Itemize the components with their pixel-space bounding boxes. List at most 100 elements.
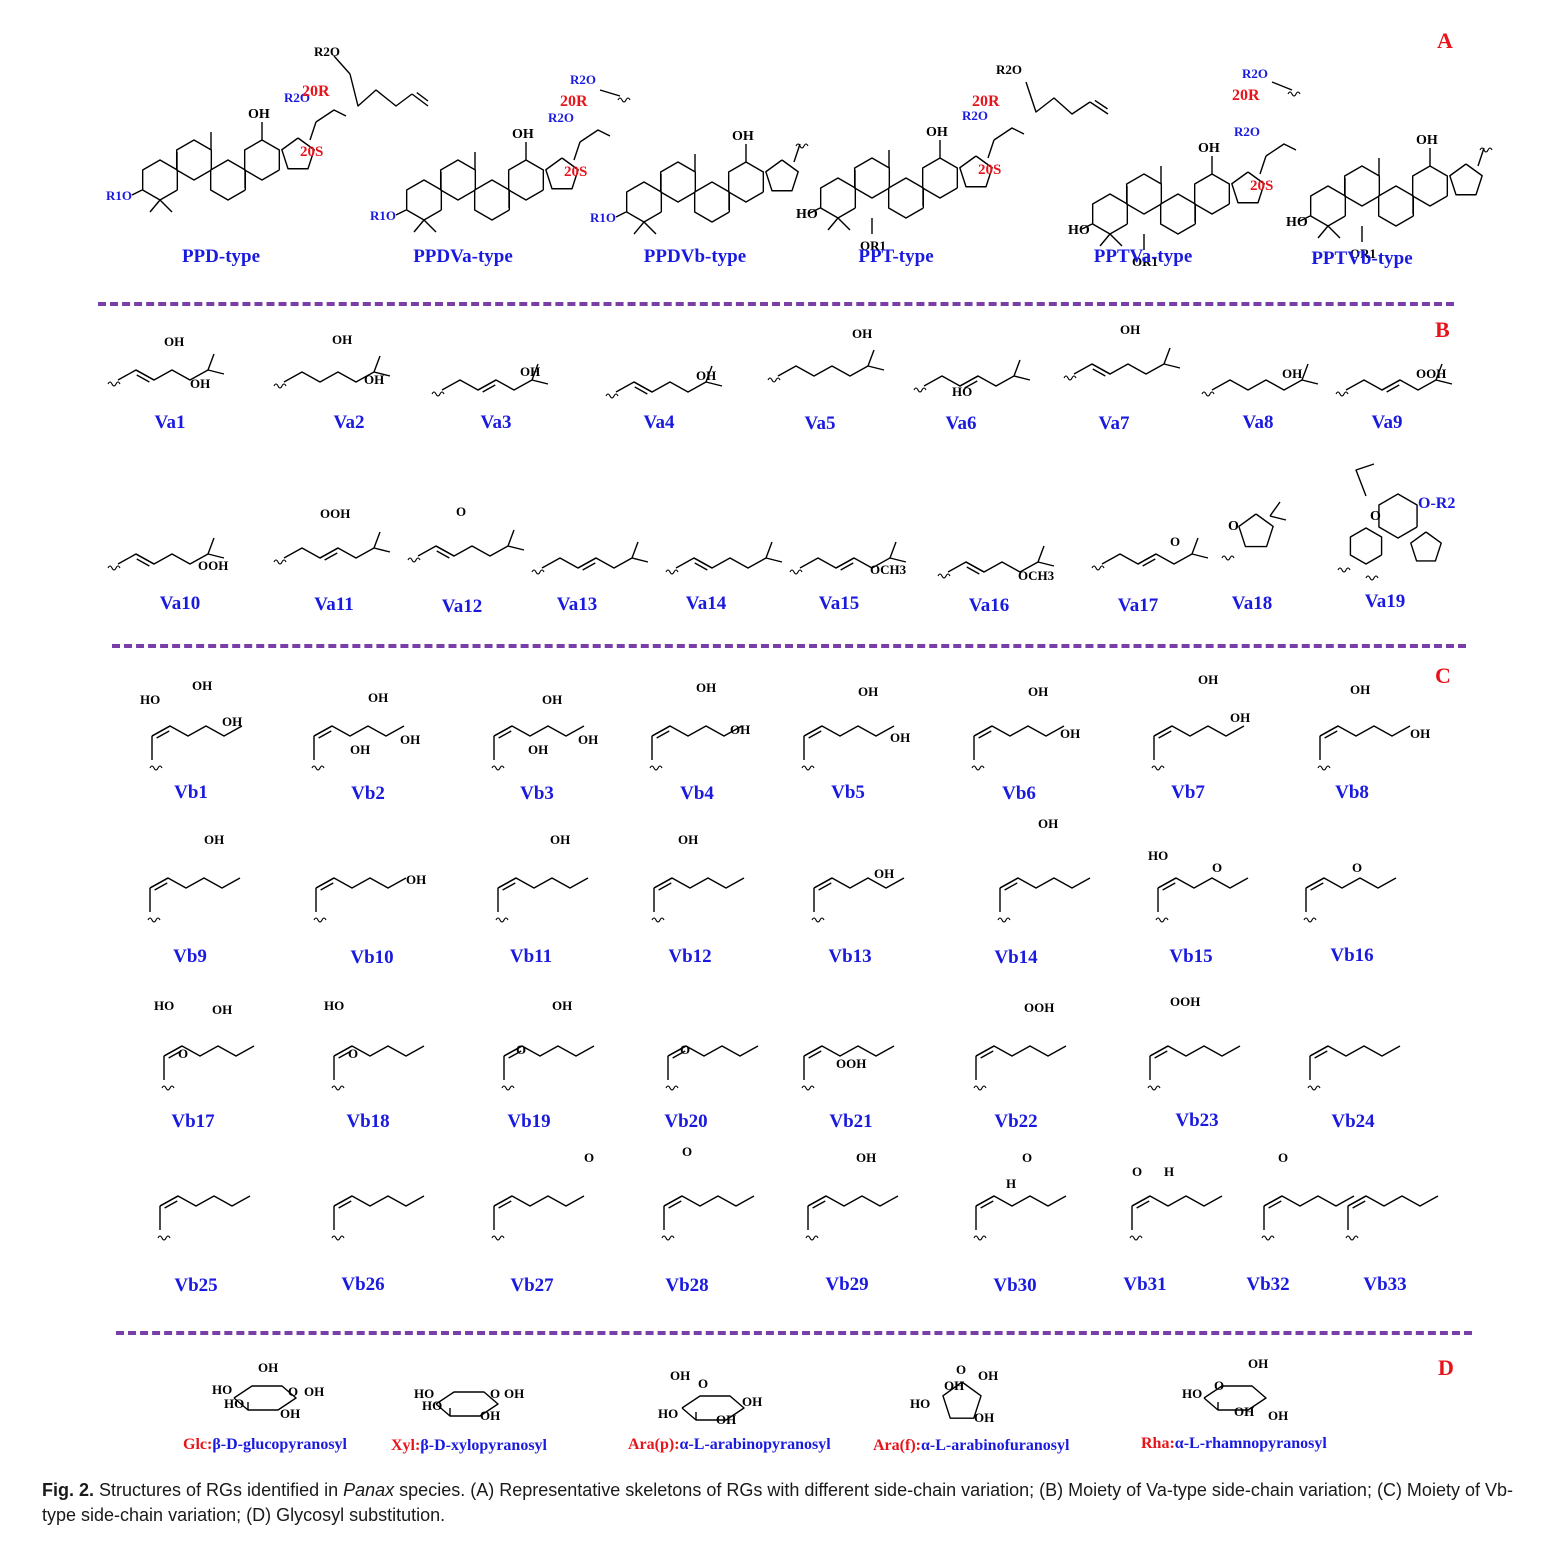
vb-label: Vb15 — [1169, 946, 1213, 967]
vb-label: Vb25 — [174, 1275, 218, 1296]
side-chain-moiety: OCH3 — [789, 541, 907, 577]
atom-label: OOH — [1416, 366, 1446, 381]
bond — [1381, 379, 1401, 391]
attachment-bond — [1365, 575, 1379, 581]
bond — [493, 1195, 585, 1207]
section-letter-a: A — [1437, 28, 1453, 53]
atom-label: OR1 — [1132, 254, 1158, 269]
bond — [1013, 375, 1031, 381]
bond — [313, 725, 333, 737]
side-chain-moiety: OOH — [273, 506, 391, 565]
skeleton-structure: OH HO OR1 R2O 20S — [1068, 124, 1297, 269]
attachment-bond — [1201, 391, 1215, 397]
bond — [281, 137, 315, 170]
bond — [975, 1045, 995, 1057]
sugar-structure: OH O HO OH OH — [1182, 1356, 1288, 1423]
figure-number: Fig. 2. — [42, 1480, 95, 1500]
attachment-bond — [973, 1085, 987, 1091]
skeleton-structure: OH R1O R2O 20S — [370, 110, 611, 233]
bond — [1301, 363, 1309, 381]
side-chain-20r: R2O 20R — [302, 44, 429, 107]
bond — [315, 877, 407, 889]
va-label: Va2 — [333, 412, 365, 433]
bond — [333, 55, 351, 75]
bond — [1477, 147, 1485, 167]
bond — [1238, 513, 1274, 548]
attachment-bond — [331, 1085, 345, 1091]
bond — [333, 1195, 353, 1207]
vb-label: Vb3 — [520, 783, 554, 804]
vb-label: Vb23 — [1175, 1110, 1219, 1131]
skeleton-structure: OH HO OR1 R2O 20S — [796, 108, 1025, 253]
bond — [338, 1050, 352, 1059]
atom-label: OH — [400, 732, 420, 747]
bond — [159, 1195, 251, 1207]
side-chain-moiety: OOH — [107, 537, 228, 573]
bond — [1091, 363, 1111, 375]
bond — [625, 181, 663, 223]
atom-label: OH — [890, 730, 910, 745]
bond — [207, 553, 225, 559]
bond — [1109, 233, 1123, 247]
bond — [633, 221, 645, 235]
bond — [837, 217, 851, 231]
vb-label: Vb13 — [828, 946, 872, 967]
atom-label: OH — [578, 732, 598, 747]
bond — [777, 365, 869, 377]
side-chain-moiety: OH — [651, 832, 745, 923]
atom-label: OH — [212, 1002, 232, 1017]
atom-label: OH — [304, 1384, 324, 1399]
atom-label: OH — [1268, 1408, 1288, 1423]
glycosyl-label-glc: Glc:β-D-glucopyranosyl — [183, 1436, 347, 1454]
atom-label: R2O — [548, 110, 574, 125]
vb-label: Vb24 — [1331, 1111, 1375, 1132]
atom-label: O — [956, 1362, 966, 1377]
bond — [131, 189, 143, 196]
bond — [149, 199, 161, 213]
bond — [135, 553, 155, 565]
glycosyl-label-arap: Ara(p):α-L-arabinopyranosyl — [628, 1436, 831, 1454]
bond — [835, 557, 855, 569]
bond — [980, 1200, 994, 1209]
atom-label: OH — [926, 125, 948, 140]
atom-label: O-R2 — [1418, 495, 1455, 512]
attachment-bond — [149, 765, 163, 771]
atom-label: R1O — [370, 208, 396, 223]
atom-label: H — [1164, 1164, 1174, 1179]
bond — [498, 1200, 512, 1209]
bond — [1319, 725, 1339, 737]
attachment-bond — [407, 557, 421, 563]
bond — [493, 1195, 513, 1207]
atom-label: OH — [248, 107, 270, 122]
bond — [1142, 558, 1156, 567]
bond — [577, 557, 597, 569]
vb-label: Vb22 — [994, 1111, 1038, 1132]
bond — [1263, 1195, 1283, 1207]
atom-label: OH — [280, 1406, 300, 1421]
bond — [818, 882, 832, 891]
bond — [987, 139, 995, 159]
bond — [1154, 1050, 1168, 1059]
bond — [411, 93, 429, 107]
side-chain-moiety: OH — [431, 363, 549, 397]
atom-label: HO — [658, 1406, 678, 1421]
bond — [1377, 185, 1415, 227]
atom-label: OR1 — [1350, 246, 1376, 261]
bond — [803, 1045, 823, 1057]
atom-label: OH — [368, 690, 388, 705]
bond — [1301, 379, 1319, 385]
bond — [1305, 877, 1325, 889]
bond — [1137, 553, 1157, 565]
glycosyl-name: α-L-arabinopyranosyl — [679, 1436, 831, 1453]
bond — [117, 553, 209, 565]
divider-ab — [98, 302, 1454, 306]
atom-label: OH — [1120, 322, 1140, 337]
bond — [1305, 877, 1397, 889]
bond — [1317, 225, 1329, 239]
skeleton-label-ppdvb: PPDVb-type — [643, 246, 747, 267]
bond — [439, 159, 477, 201]
bond — [1191, 537, 1199, 555]
side-chain-moiety: OH OH — [971, 684, 1080, 771]
side-chain-moiety — [665, 541, 783, 575]
attachment-bond — [1063, 375, 1077, 381]
